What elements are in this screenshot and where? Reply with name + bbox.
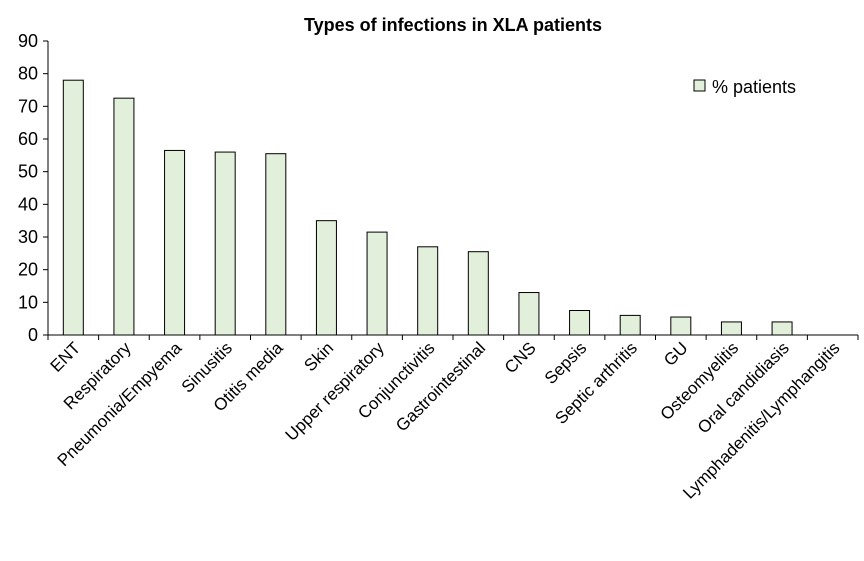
bar: [619, 314, 641, 336]
y-axis: 0 10 20 30 40 50 60 70 80 90: [18, 31, 49, 345]
bars: [62, 79, 793, 336]
bar: [164, 149, 186, 336]
x-tick-label: Oral candidiasis: [694, 338, 793, 437]
bar: [417, 246, 439, 336]
bar: [113, 97, 135, 336]
y-tick-label: 50: [18, 162, 38, 182]
y-tick-label: 10: [18, 292, 38, 312]
y-tick-label: 70: [18, 96, 38, 116]
bar: [518, 292, 540, 336]
bar: [771, 321, 793, 336]
x-tick-label: GU: [660, 338, 691, 369]
bar: [569, 310, 591, 336]
y-tick-label: 20: [18, 260, 38, 280]
bar: [366, 231, 388, 336]
x-axis: ENTRespiratoryPneumonia/EmpyemaSinusitis…: [47, 334, 859, 503]
y-tick-label: 0: [28, 325, 38, 345]
chart-title: Types of infections in XLA patients: [304, 15, 602, 35]
x-tick-label: Gastrointestinal: [392, 338, 489, 435]
x-tick-label: CNS: [501, 338, 540, 377]
bar: [467, 251, 489, 336]
bar: [265, 153, 287, 336]
bar: [720, 321, 742, 336]
y-tick-label: 80: [18, 64, 38, 84]
legend: % patients: [693, 77, 796, 97]
legend-label: % patients: [712, 77, 796, 97]
y-tick-label: 40: [18, 194, 38, 214]
bar: [62, 79, 84, 336]
legend-swatch: [693, 79, 706, 92]
bar: [670, 316, 692, 336]
y-tick-label: 30: [18, 227, 38, 247]
y-tick-label: 60: [18, 129, 38, 149]
y-tick-label: 90: [18, 31, 38, 51]
x-tick-label: Sepsis: [541, 338, 591, 388]
x-tick-label: Skin: [300, 338, 337, 375]
x-tick-label: ENT: [47, 338, 84, 375]
bar: [214, 151, 236, 336]
bar: [315, 220, 337, 336]
